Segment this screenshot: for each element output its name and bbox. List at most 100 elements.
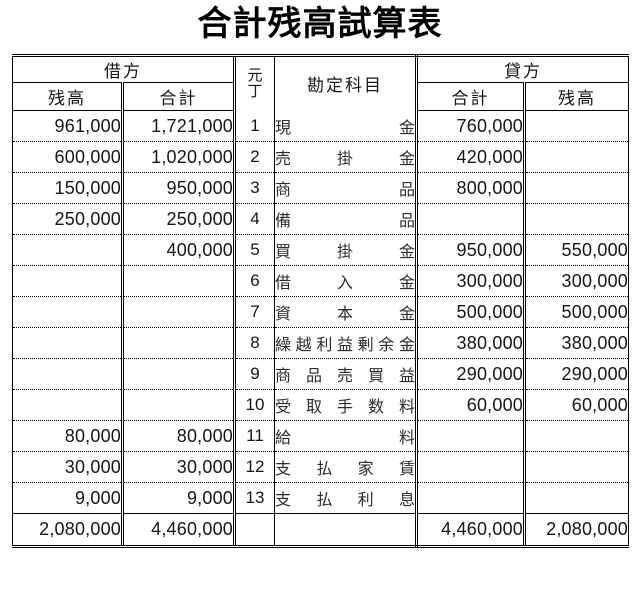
header-ref-column: 元 丁 <box>233 54 275 111</box>
cell-credit-total <box>416 203 525 235</box>
cell-credit-total: 760,000 <box>416 110 525 142</box>
trial-balance-table: 借方 元 丁 勘定科目 貸方 残高 合計 合計 残高 961,000 1,721, <box>12 54 629 548</box>
table-row: 7 資本金 500,000 500,000 <box>12 296 629 328</box>
cell-ref: 2 <box>233 141 275 173</box>
cell-debit-balance: 600,000 <box>12 141 123 173</box>
cell-account: 繰越利益剰余金 <box>274 327 418 359</box>
total-debit-total: 4,460,000 <box>121 513 235 548</box>
trial-balance-table-wrap: 借方 元 丁 勘定科目 貸方 残高 合計 合計 残高 961,000 1,721, <box>12 54 629 548</box>
total-ref <box>233 513 275 548</box>
header-debit-balance: 残高 <box>12 82 123 111</box>
cell-debit-balance: 250,000 <box>12 203 123 235</box>
table-row: 250,000 250,000 4 備品 <box>12 203 629 235</box>
totals-row: 2,080,000 4,460,000 4,460,000 2,080,000 <box>12 513 629 548</box>
cell-ref: 3 <box>233 172 275 204</box>
table-row: 400,000 5 買掛金 950,000 550,000 <box>12 234 629 266</box>
page-title-area: 合計残高試算表 <box>0 0 640 50</box>
cell-ref: 7 <box>233 296 275 328</box>
cell-credit-balance: 300,000 <box>523 265 629 297</box>
cell-credit-balance <box>523 482 629 514</box>
total-credit-balance: 2,080,000 <box>523 513 629 548</box>
cell-ref: 6 <box>233 265 275 297</box>
cell-account: 支払家賃 <box>274 451 418 483</box>
cell-debit-total: 400,000 <box>121 234 235 266</box>
cell-account: 給料 <box>274 420 418 452</box>
cell-ref: 13 <box>233 482 275 514</box>
cell-debit-balance: 80,000 <box>12 420 123 452</box>
cell-ref: 5 <box>233 234 275 266</box>
header-row-subcolumns: 残高 合計 合計 残高 <box>12 82 629 111</box>
cell-credit-balance: 290,000 <box>523 358 629 390</box>
cell-credit-balance <box>523 172 629 204</box>
cell-account: 現金 <box>274 110 418 142</box>
cell-credit-total: 300,000 <box>416 265 525 297</box>
table-row: 8 繰越利益剰余金 380,000 380,000 <box>12 327 629 359</box>
table-row: 600,000 1,020,000 2 売掛金 420,000 <box>12 141 629 173</box>
table-row: 961,000 1,721,000 1 現金 760,000 <box>12 110 629 142</box>
cell-credit-total <box>416 420 525 452</box>
table-row: 6 借入金 300,000 300,000 <box>12 265 629 297</box>
cell-ref: 12 <box>233 451 275 483</box>
header-credit-balance: 残高 <box>523 82 629 111</box>
cell-credit-total: 60,000 <box>416 389 525 421</box>
cell-debit-balance: 9,000 <box>12 482 123 514</box>
cell-debit-total: 30,000 <box>121 451 235 483</box>
cell-debit-total: 80,000 <box>121 420 235 452</box>
cell-credit-total: 800,000 <box>416 172 525 204</box>
total-debit-balance: 2,080,000 <box>12 513 123 548</box>
header-credit-group: 貸方 <box>416 54 629 83</box>
cell-debit-balance <box>12 296 123 328</box>
cell-debit-balance: 961,000 <box>12 110 123 142</box>
cell-debit-balance: 30,000 <box>12 451 123 483</box>
cell-account: 買掛金 <box>274 234 418 266</box>
header-account-column: 勘定科目 <box>274 54 418 111</box>
cell-credit-balance <box>523 420 629 452</box>
cell-account: 備品 <box>274 203 418 235</box>
cell-ref: 9 <box>233 358 275 390</box>
table-row: 9,000 9,000 13 支払利息 <box>12 482 629 514</box>
cell-credit-balance <box>523 110 629 142</box>
cell-ref: 8 <box>233 327 275 359</box>
cell-debit-balance <box>12 234 123 266</box>
header-row-groups: 借方 元 丁 勘定科目 貸方 <box>12 54 629 111</box>
cell-credit-balance: 380,000 <box>523 327 629 359</box>
table-row: 150,000 950,000 3 商品 800,000 <box>12 172 629 204</box>
header-ref-char2: 丁 <box>247 82 263 100</box>
cell-debit-total: 1,020,000 <box>121 141 235 173</box>
cell-debit-total: 950,000 <box>121 172 235 204</box>
cell-debit-total <box>121 389 235 421</box>
cell-credit-balance <box>523 451 629 483</box>
cell-debit-balance: 150,000 <box>12 172 123 204</box>
cell-debit-total <box>121 358 235 390</box>
cell-credit-total: 420,000 <box>416 141 525 173</box>
table-row: 80,000 80,000 11 給料 <box>12 420 629 452</box>
table-row: 10 受取手数料 60,000 60,000 <box>12 389 629 421</box>
cell-credit-balance <box>523 203 629 235</box>
cell-debit-total <box>121 327 235 359</box>
page-title-text: 合計残高試算表 <box>197 5 443 43</box>
cell-account: 商品 <box>274 172 418 204</box>
cell-credit-total: 950,000 <box>416 234 525 266</box>
cell-debit-balance <box>12 327 123 359</box>
cell-credit-balance: 550,000 <box>523 234 629 266</box>
cell-account: 商品売買益 <box>274 358 418 390</box>
cell-credit-total <box>416 482 525 514</box>
page-title: 合計残高試算表 <box>193 5 447 43</box>
cell-account: 受取手数料 <box>274 389 418 421</box>
cell-account: 資本金 <box>274 296 418 328</box>
cell-credit-balance <box>523 141 629 173</box>
total-credit-total: 4,460,000 <box>416 513 525 548</box>
cell-credit-total: 500,000 <box>416 296 525 328</box>
header-credit-total: 合計 <box>416 82 525 111</box>
cell-ref: 1 <box>233 110 275 142</box>
cell-credit-balance: 60,000 <box>523 389 629 421</box>
cell-credit-balance: 500,000 <box>523 296 629 328</box>
total-account <box>274 513 418 548</box>
cell-account: 支払利息 <box>274 482 418 514</box>
header-debit-total: 合計 <box>121 82 235 111</box>
header-ref-char1: 元 <box>247 67 263 84</box>
table-row: 9 商品売買益 290,000 290,000 <box>12 358 629 390</box>
cell-credit-total: 380,000 <box>416 327 525 359</box>
cell-ref: 11 <box>233 420 275 452</box>
cell-credit-total: 290,000 <box>416 358 525 390</box>
